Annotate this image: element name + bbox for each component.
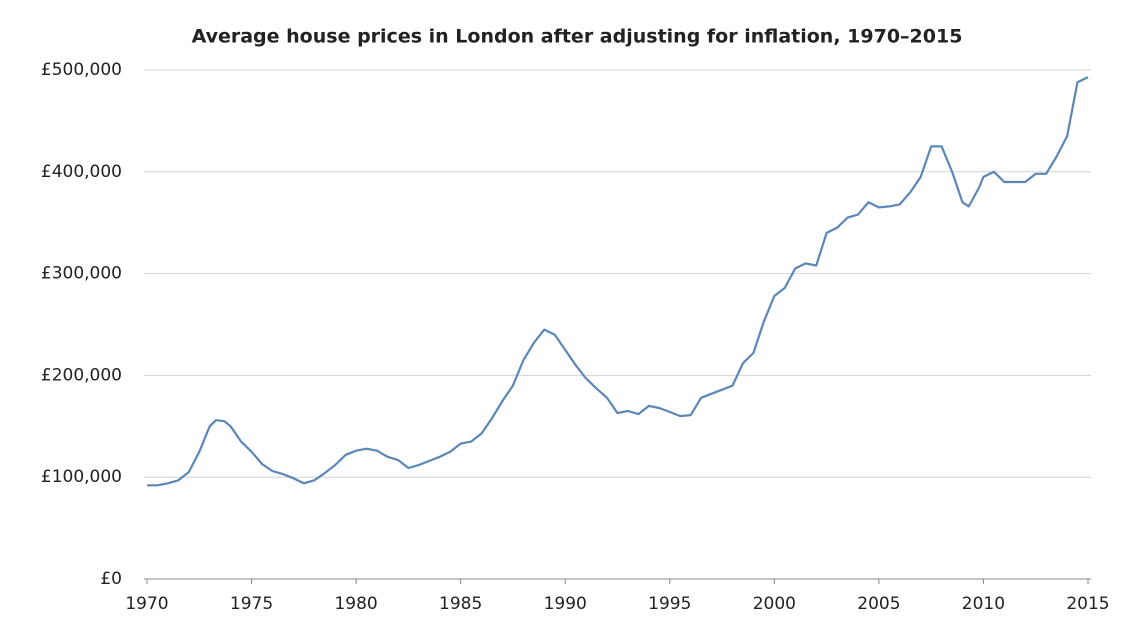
y-tick-label: £100,000	[41, 467, 122, 487]
x-tick-label: 2010	[962, 594, 1005, 614]
y-tick-label: £300,000	[41, 264, 122, 284]
x-tick-label: 2000	[753, 594, 796, 614]
x-tick-label: 1990	[544, 594, 587, 614]
x-tick-label: 1980	[334, 594, 377, 614]
x-tick-label: 1995	[648, 594, 691, 614]
line	[147, 76, 1089, 487]
y-tick-label: £0	[100, 569, 122, 589]
y-tick-label: £400,000	[41, 162, 122, 182]
y-tick-label: £200,000	[41, 365, 122, 385]
y-tick-label: £500,000	[41, 60, 122, 80]
x-tick-label: 2015	[1066, 594, 1109, 614]
x-tick-label: 1970	[125, 594, 168, 614]
chart-title: Average house prices in London after adj…	[192, 26, 963, 48]
x-tick-label: 2005	[857, 594, 900, 614]
x-tick-label: 1985	[439, 594, 482, 614]
x-tick-label: 1975	[230, 594, 273, 614]
